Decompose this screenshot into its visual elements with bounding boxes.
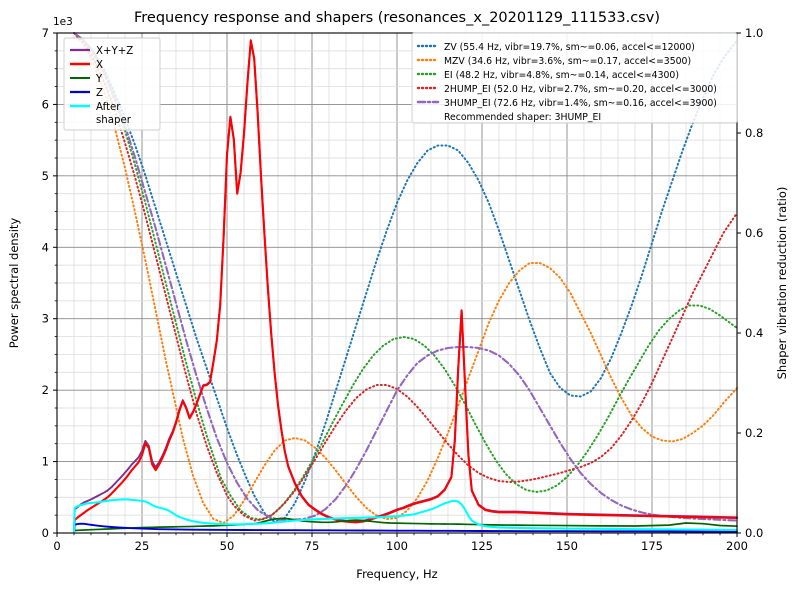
y-right-tick-label: 0.8 [745, 126, 763, 140]
legend-shaper-label-2hump_ei: 2HUMP_EI (52.0 Hz, vibr=2.7%, sm~=0.20, … [444, 84, 717, 95]
x-axis: 0 25 50 75 100 125 150 175 200 Frequency, Hz [53, 533, 748, 581]
shaper-curve-2hump_ei [73, 32, 738, 522]
y-axis-label: Power spectral density [7, 218, 21, 349]
legend-shaper-label-ei: EI (48.2 Hz, vibr=4.8%, sm~=0.14, accel<… [444, 70, 679, 81]
y-right-tick-label: 0.6 [745, 226, 763, 240]
psd-curve-y [73, 517, 738, 534]
shaper-curves [72, 31, 739, 524]
legend-psd-label: X+Y+Z [96, 46, 133, 57]
legend-psd-label: Z [96, 88, 103, 99]
y-right-tick-label: 1.0 [745, 26, 763, 40]
recommended-shaper-note: Recommended shaper: 3HUMP_EI [444, 112, 601, 123]
y-tick-label: 0 [42, 526, 49, 540]
y-right-tick-label: 0.2 [745, 426, 763, 440]
legend-psd-label: X [96, 60, 103, 71]
legend-psd-label: Y [95, 74, 103, 85]
psd-curve-z [73, 522, 738, 534]
y-right-tick-label: 0.4 [745, 326, 763, 340]
y-tick-label: 4 [42, 240, 49, 254]
x-tick-label: 25 [135, 539, 150, 553]
x-tick-label: 175 [641, 539, 663, 553]
y-tick-label: 3 [42, 312, 49, 326]
y-tick-label: 6 [42, 97, 49, 111]
y-tick-label: 5 [42, 169, 49, 183]
x-tick-label: 150 [556, 539, 578, 553]
x-tick-label: 100 [386, 539, 408, 553]
legend-psd-label: After [96, 102, 121, 113]
y-tick-label: 1 [42, 455, 49, 469]
x-axis-label: Frequency, Hz [356, 567, 437, 581]
shaper-curve-ei [73, 32, 738, 521]
y-axis-left: 0 1 2 3 4 5 6 7 1e3 Power spectral density [7, 16, 73, 540]
x-tick-label: 125 [471, 539, 493, 553]
psd-curve-aftershaper [72, 498, 739, 534]
legend-psd[interactable]: X+Y+Z XYZ After shaper [63, 37, 161, 131]
legend-shapers-box[interactable] [411, 32, 738, 124]
legend-shaper-label-3hump_ei: 3HUMP_EI (72.6 Hz, vibr=1.4%, sm~=0.16, … [444, 98, 717, 109]
y-tick-label: 2 [42, 383, 49, 397]
y-axis-right-label: Shaper vibration reduction (ratio) [775, 187, 789, 380]
x-tick-label: 75 [305, 539, 320, 553]
legend-psd-label: shaper [96, 115, 132, 126]
psd-curves [72, 39, 739, 534]
shaper-curve-zv [73, 32, 738, 523]
shaper-curve-3hump_ei [72, 31, 739, 522]
x-tick-label: 0 [53, 539, 60, 553]
psd-curve-x [72, 39, 739, 533]
shaper-curve-mzv [73, 32, 738, 524]
y-axis-offset-text: 1e3 [53, 16, 73, 28]
x-tick-label: 50 [220, 539, 235, 553]
y-right-tick-label: 0.0 [745, 526, 763, 540]
x-tick-label: 200 [726, 539, 748, 553]
y-axis-right: 0.0 0.2 0.4 0.6 0.8 1.0 Shaper vibration reduc… [737, 26, 789, 540]
chart-title-group: Frequency response and shapers (resonanc… [134, 10, 660, 26]
legend-shapers[interactable]: ZV (55.4 Hz, vibr=19.7%, sm~=0.06, accel… [411, 32, 738, 124]
legend-shaper-label-mzv: MZV (34.6 Hz, vibr=3.6%, sm~=0.17, accel… [444, 56, 691, 67]
chart-title: Frequency response and shapers (resonanc… [134, 10, 660, 26]
legend-shaper-label-zv: ZV (55.4 Hz, vibr=19.7%, sm~=0.06, accel… [444, 42, 695, 53]
y-tick-label: 7 [42, 26, 49, 40]
